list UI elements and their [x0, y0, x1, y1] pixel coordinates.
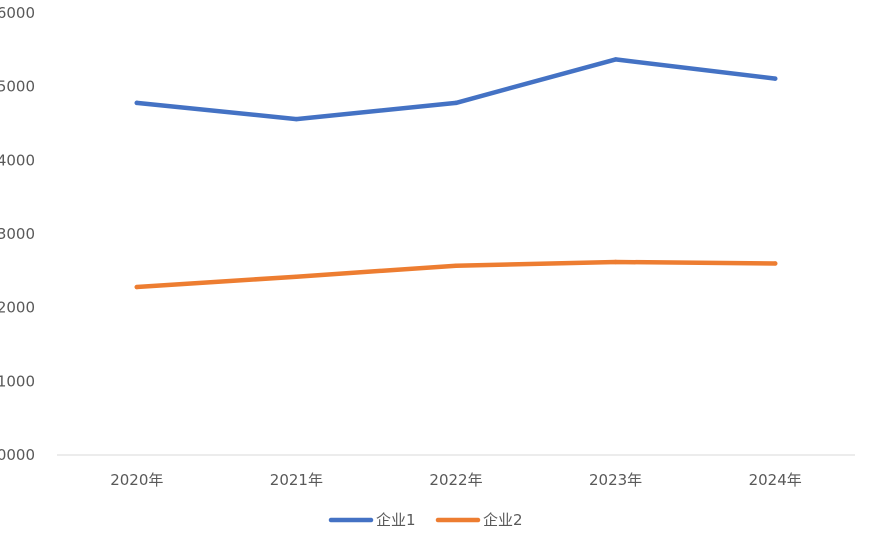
data-point: [134, 100, 139, 106]
y-tick-label: 5000: [0, 78, 35, 96]
x-tick-label: 2022年: [429, 471, 482, 489]
data-point: [453, 263, 459, 268]
data-point: [773, 76, 778, 81]
x-tick-label: 2020年: [110, 471, 163, 489]
y-tick-label: 3000: [0, 225, 35, 243]
y-tick-label: 6000: [0, 4, 35, 22]
x-axis-ticks: 2020年 2021年 2022年 2023年 2024年: [110, 471, 802, 489]
x-tick-label: 2023年: [589, 471, 642, 489]
data-point: [453, 100, 459, 106]
data-point: [613, 259, 618, 265]
y-tick-label: 0000: [0, 446, 35, 464]
data-point: [294, 116, 299, 122]
legend-label-2: 企业2: [483, 511, 523, 529]
series-group: [134, 57, 778, 290]
x-tick-label: 2024年: [749, 471, 802, 489]
data-point: [773, 261, 778, 266]
legend-label-1: 企业1: [376, 511, 416, 529]
x-tick-label: 2021年: [270, 471, 323, 489]
y-axis-ticks: 0000 1000 2000 3000 4000 5000 6000: [0, 4, 35, 464]
data-point: [134, 284, 139, 290]
data-point: [613, 57, 618, 62]
data-point: [294, 274, 299, 279]
legend: 企业1 企业2: [328, 511, 523, 529]
series-line-1: [134, 57, 778, 122]
y-tick-label: 4000: [0, 151, 35, 169]
y-tick-label: 1000: [0, 372, 35, 390]
y-tick-label: 2000: [0, 299, 35, 317]
